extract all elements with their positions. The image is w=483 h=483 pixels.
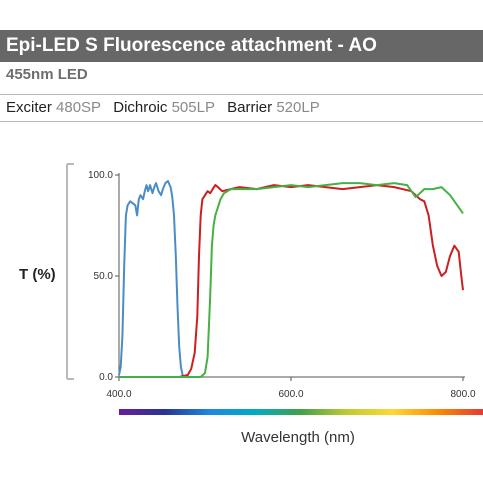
- spectrum-bar: [119, 409, 483, 415]
- exciter-label: Exciter: [6, 99, 52, 116]
- x-tick-label: 600.0: [278, 389, 303, 400]
- plot-frame: [66, 163, 74, 380]
- x-axis-label: Wavelength (nm): [241, 429, 355, 446]
- exciter-series-line: [118, 180, 188, 378]
- dichroic-series-line: [119, 184, 464, 378]
- dichroic-value: 505LP: [171, 99, 215, 116]
- barrier-label: Barrier: [227, 99, 273, 116]
- axes: 400.0 600.0 800.0 0.0 50.0 100.0: [88, 170, 476, 400]
- filter-set: Exciter 480SP Dichroic 505LP Barrier 520…: [0, 94, 483, 122]
- y-tick-label: 0.0: [99, 372, 113, 383]
- exciter-value: 480SP: [56, 99, 102, 116]
- barrier-series-line: [119, 182, 464, 378]
- app-title: Epi-LED S Fluorescence attachment - AO: [0, 30, 483, 62]
- dichroic-label: Dichroic: [113, 99, 168, 116]
- series-layer: [118, 180, 464, 378]
- x-tick-label: 800.0: [450, 389, 475, 400]
- barrier-value: 520LP: [276, 99, 320, 116]
- x-tick-label: 400.0: [106, 389, 131, 400]
- led-subtitle: 455nm LED: [6, 66, 88, 83]
- y-axis-label: T (%): [19, 266, 56, 283]
- y-tick-label: 100.0: [88, 170, 113, 181]
- y-tick-label: 50.0: [94, 271, 114, 282]
